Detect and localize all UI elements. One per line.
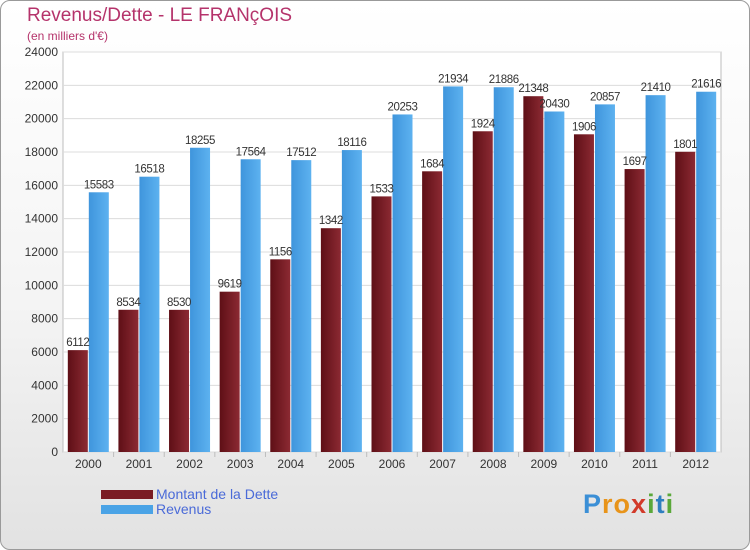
y-tick-label: 6000 [31, 345, 58, 359]
data-label-dette: 1533 [370, 183, 394, 195]
bar-dette [624, 169, 645, 453]
legend-swatch-dette [101, 490, 153, 499]
bar-revenus [88, 192, 109, 453]
legend-label-revenus: Revenus [156, 501, 212, 517]
bar-revenus [240, 159, 261, 452]
x-tick-label: 2010 [581, 457, 608, 471]
y-tick-label: 2000 [31, 412, 58, 426]
y-tick-label: 24000 [25, 45, 59, 59]
data-label-revenus: 17564 [236, 146, 267, 158]
bar-dette [67, 350, 88, 452]
bar-revenus [190, 147, 211, 452]
bar-dette [371, 196, 392, 452]
data-label-revenus: 15583 [84, 179, 114, 191]
y-tick-label: 20000 [25, 112, 59, 126]
y-tick-label: 10000 [25, 278, 59, 292]
y-tick-label: 4000 [31, 378, 58, 392]
bar-revenus [594, 104, 615, 452]
x-tick-label: 2012 [682, 457, 709, 471]
bar-revenus [696, 91, 717, 452]
x-tick-label: 2009 [530, 457, 557, 471]
x-tick-label: 2002 [176, 457, 203, 471]
proxiti-logo: Proxiti [583, 489, 674, 520]
data-label-revenus: 17512 [286, 147, 316, 159]
x-tick-label: 2001 [126, 457, 153, 471]
y-tick-label: 16000 [25, 178, 59, 192]
data-label-dette: 1906 [572, 121, 596, 133]
data-label-dette: 1801 [673, 139, 697, 151]
x-tick-label: 2003 [227, 457, 254, 471]
y-tick-label: 0 [51, 445, 58, 459]
logo-letter: i [647, 489, 656, 519]
data-label-revenus: 21616 [691, 79, 721, 91]
logo-letter: o [613, 489, 632, 519]
y-tick-label: 12000 [25, 245, 59, 259]
x-tick-label: 2004 [277, 457, 304, 471]
bar-revenus [544, 111, 565, 452]
x-tick-label: 2000 [75, 457, 102, 471]
data-label-dette: 9619 [218, 279, 242, 291]
data-label-dette: 1924 [471, 118, 496, 130]
data-label-revenus: 20253 [388, 101, 418, 113]
bar-revenus [493, 87, 514, 452]
bar-dette [219, 291, 240, 452]
data-label-dette: 1156 [269, 246, 292, 258]
y-tick-label: 14000 [25, 212, 59, 226]
data-label-dette: 8534 [116, 297, 141, 309]
bar-dette [118, 309, 139, 452]
data-label-dette: 1342 [319, 215, 343, 227]
data-label-dette: 1684 [420, 158, 445, 170]
legend-swatch-revenus [101, 505, 153, 514]
bar-revenus [341, 150, 362, 453]
bar-dette [573, 134, 594, 453]
data-label-revenus: 18255 [185, 135, 215, 147]
x-tick-label: 2007 [429, 457, 456, 471]
bar-revenus [139, 176, 160, 452]
x-tick-label: 2011 [632, 457, 658, 471]
bar-revenus [291, 160, 312, 452]
data-label-revenus: 16518 [134, 164, 164, 176]
x-tick-label: 2005 [328, 457, 355, 471]
bar-dette [270, 259, 291, 452]
data-label-revenus: 21410 [641, 82, 671, 94]
bar-dette [472, 131, 493, 452]
data-label-dette: 6112 [66, 337, 89, 349]
logo-letter: i [665, 489, 675, 519]
legend-label-dette: Montant de la Dette [156, 486, 279, 502]
bar-dette [422, 171, 443, 453]
bar-revenus [645, 95, 666, 453]
y-tick-label: 18000 [25, 145, 59, 159]
bar-revenus [392, 114, 413, 452]
logo-letter: P [583, 489, 603, 519]
bar-dette [320, 228, 341, 452]
data-label-dette: 21348 [518, 83, 548, 95]
bar-dette [169, 309, 190, 452]
data-label-revenus: 21934 [438, 73, 469, 85]
data-label-dette: 1697 [623, 156, 647, 168]
bar-dette [675, 151, 696, 453]
data-label-dette: 8530 [167, 297, 191, 309]
x-tick-label: 2008 [480, 457, 507, 471]
chart-subtitle: (en milliers d'€) [27, 29, 108, 43]
data-label-revenus: 21886 [489, 74, 519, 86]
logo-letter: x [631, 489, 648, 519]
bar-dette [523, 96, 544, 452]
data-label-revenus: 20430 [539, 99, 569, 111]
chart-title: Revenus/Dette - LE FRANçOIS [27, 5, 293, 26]
logo-letter: r [602, 489, 614, 519]
y-tick-label: 22000 [25, 78, 59, 92]
data-label-revenus: 20857 [590, 91, 620, 103]
x-tick-label: 2006 [379, 457, 406, 471]
data-label-revenus: 18116 [337, 137, 366, 149]
bar-revenus [443, 86, 464, 452]
y-tick-label: 8000 [31, 312, 58, 326]
logo-letter: t [655, 489, 666, 519]
